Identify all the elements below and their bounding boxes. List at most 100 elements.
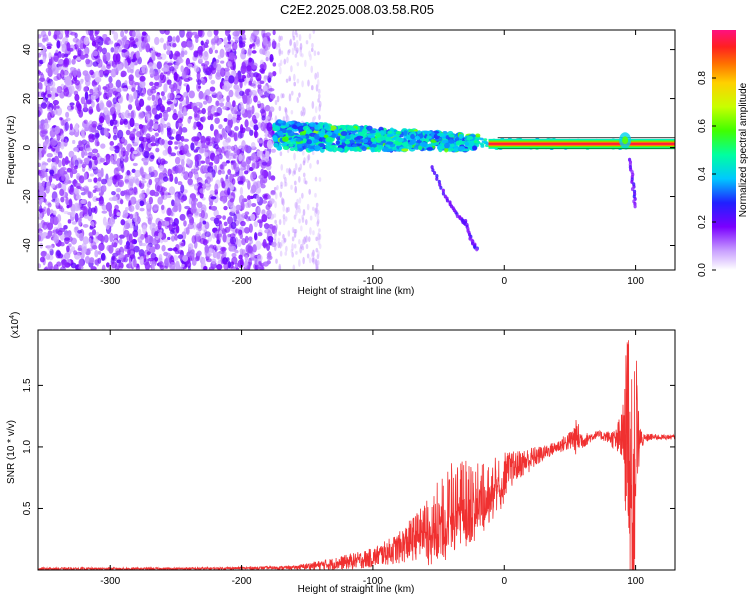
band-cell	[441, 139, 450, 144]
noise-cell	[108, 76, 113, 84]
noise-cell	[176, 88, 181, 95]
snr-x-ticks: -300 -200 -100 0 100	[100, 330, 644, 587]
noise-cell	[87, 201, 92, 208]
noise-cell	[197, 45, 204, 55]
noise-cell	[137, 228, 142, 238]
noise-cell	[222, 139, 229, 147]
fade-cell	[302, 150, 305, 156]
noise-cell	[166, 194, 172, 199]
noise-cell	[113, 66, 119, 73]
noise-cell	[104, 73, 109, 78]
noise-cell	[47, 202, 52, 208]
noise-cell	[239, 258, 244, 268]
noise-cell	[258, 174, 265, 180]
band-cell	[344, 140, 351, 145]
noise-cell	[224, 43, 232, 53]
band-cell	[369, 144, 377, 148]
noise-cell	[186, 103, 193, 110]
noise-cell	[187, 223, 194, 230]
noise-cell	[261, 199, 268, 204]
noise-cell	[72, 67, 78, 78]
noise-cell	[115, 79, 122, 88]
band-cell	[439, 145, 445, 150]
fade-cell	[308, 188, 311, 195]
band-cell	[356, 135, 364, 140]
spectrogram-branches	[430, 157, 637, 252]
noise-cell	[201, 142, 206, 149]
noise-cell	[116, 212, 121, 217]
fade-cell	[285, 78, 289, 83]
noise-cell	[242, 94, 248, 104]
noise-cell	[157, 56, 163, 60]
noise-cell	[220, 246, 227, 252]
noise-cell	[220, 177, 224, 184]
noise-cell	[233, 84, 240, 90]
noise-cell	[220, 67, 226, 78]
noise-cell	[153, 123, 159, 131]
noise-cell	[38, 77, 46, 82]
noise-cell	[105, 221, 110, 230]
noise-cell	[206, 30, 213, 38]
fade-cell	[294, 180, 297, 186]
noise-cell	[189, 251, 196, 257]
noise-cell	[82, 224, 89, 228]
noise-cell	[102, 54, 107, 64]
noise-cell	[247, 106, 253, 111]
noise-cell	[251, 202, 257, 207]
noise-cell	[264, 104, 271, 112]
noise-cell	[49, 169, 55, 175]
fade-cell	[317, 98, 320, 103]
noise-cell	[232, 31, 236, 36]
noise-cell	[183, 138, 189, 142]
band-cell	[288, 143, 294, 147]
noise-cell	[128, 74, 134, 82]
noise-cell	[132, 128, 137, 132]
fade-cell	[302, 160, 306, 166]
noise-cell	[61, 52, 65, 59]
fade-cell	[309, 215, 313, 221]
noise-cell	[101, 264, 106, 270]
noise-cell	[41, 91, 46, 98]
noise-cell	[175, 267, 182, 270]
noise-cell	[118, 267, 123, 270]
noise-cell	[56, 105, 60, 109]
noise-cell	[49, 129, 56, 138]
fade-cell	[280, 163, 284, 171]
noise-cell	[59, 117, 63, 121]
fade-cell	[312, 30, 316, 34]
branch-cell	[441, 188, 445, 193]
noise-cell	[46, 45, 52, 50]
fade-cell	[311, 42, 314, 49]
noise-cell	[162, 238, 169, 243]
noise-cell	[153, 203, 160, 210]
noise-cell	[187, 265, 192, 270]
noise-cell	[71, 210, 76, 218]
noise-cell	[203, 64, 209, 72]
noise-cell	[71, 221, 77, 225]
noise-cell	[100, 143, 106, 149]
noise-cell	[74, 93, 80, 102]
noise-cell	[111, 261, 118, 269]
spectrogram-y-ticks: -40 -20 0 20 40	[22, 44, 675, 253]
noise-cell	[98, 200, 105, 207]
noise-cell	[75, 194, 82, 200]
noise-cell	[232, 160, 237, 170]
noise-cell	[78, 265, 84, 270]
band-cell	[281, 128, 287, 134]
noise-cell	[135, 203, 140, 210]
noise-cell	[164, 217, 171, 222]
branch-cell	[633, 204, 637, 209]
noise-cell	[212, 112, 220, 118]
noise-cell	[171, 166, 177, 175]
fade-cell	[315, 236, 318, 242]
noise-cell	[129, 117, 135, 128]
noise-cell	[71, 168, 78, 175]
noise-cell	[81, 134, 86, 139]
band-cell	[387, 130, 393, 135]
noise-cell	[214, 49, 218, 54]
noise-cell	[187, 76, 193, 81]
noise-cell	[139, 207, 145, 212]
fade-cell	[276, 185, 279, 191]
noise-cell	[113, 214, 118, 220]
noise-cell	[188, 115, 193, 120]
